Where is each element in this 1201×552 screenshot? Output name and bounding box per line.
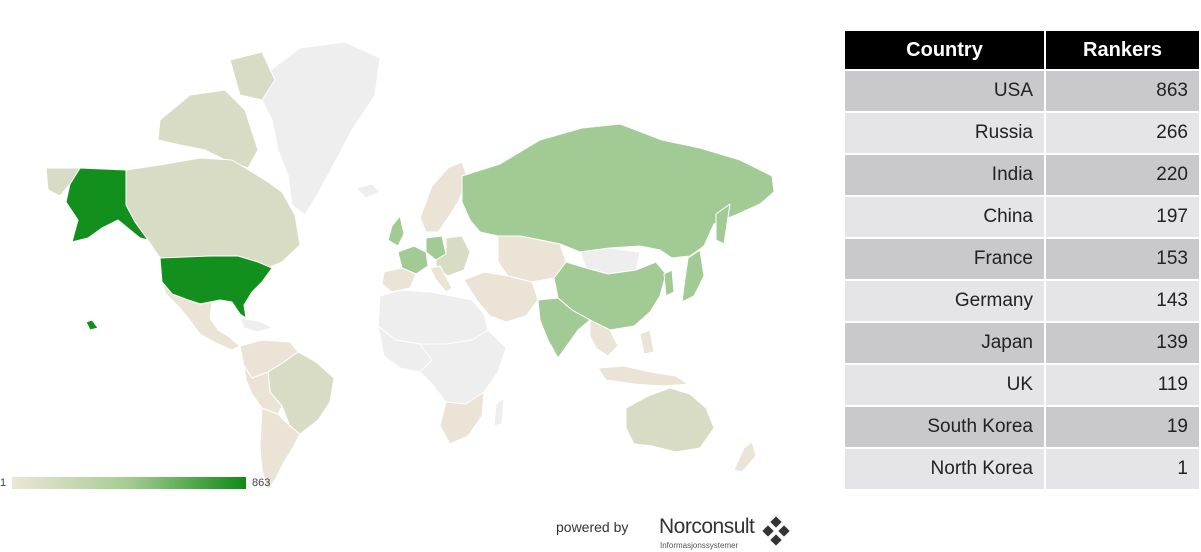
region-central-europe[interactable] — [435, 235, 471, 277]
table-row[interactable]: UK 119 — [845, 363, 1199, 405]
region-new-zealand[interactable] — [733, 441, 757, 473]
cell-rankers: 863 — [1046, 69, 1199, 111]
region-russia-east — [715, 203, 731, 245]
region-alaska[interactable] — [65, 167, 149, 243]
cell-rankers: 119 — [1046, 363, 1199, 405]
norconsult-logo-text[interactable]: Norconsult — [659, 515, 755, 538]
region-italy — [429, 265, 453, 293]
powered-by-label: powered by — [556, 519, 629, 535]
region-middle-east[interactable] — [463, 271, 539, 323]
region-iceland — [355, 183, 381, 199]
table-row[interactable]: France 153 — [845, 237, 1199, 279]
region-korea[interactable] — [663, 269, 675, 297]
cell-rankers: 1 — [1046, 447, 1199, 489]
cell-rankers: 143 — [1046, 279, 1199, 321]
legend-max-label: 863 — [252, 477, 271, 489]
header-country[interactable]: Country — [845, 31, 1046, 69]
region-iberia[interactable] — [381, 267, 417, 293]
cell-country: USA — [845, 69, 1046, 111]
table-row[interactable]: USA 863 — [845, 69, 1199, 111]
diamond-cluster-icon — [762, 516, 790, 546]
header-rankers[interactable]: Rankers — [1046, 31, 1199, 69]
region-mexico[interactable] — [161, 281, 241, 351]
table-row[interactable]: North Korea 1 — [845, 447, 1199, 489]
cell-rankers: 19 — [1046, 405, 1199, 447]
country-ranking-table: Country Rankers USA 863 Russia 266 India 220 C… — [845, 31, 1199, 489]
cell-rankers: 266 — [1046, 111, 1199, 153]
region-greenland[interactable] — [261, 41, 381, 216]
region-uk[interactable] — [387, 215, 405, 247]
legend-gradient-bar — [12, 477, 246, 489]
region-southern-africa[interactable] — [439, 391, 485, 445]
table-row[interactable]: China 197 — [845, 195, 1199, 237]
world-map — [45, 41, 775, 491]
region-caribbean — [239, 317, 273, 333]
table-header-row: Country Rankers — [845, 31, 1199, 69]
region-australia[interactable] — [625, 387, 715, 453]
table-row[interactable]: South Korea 19 — [845, 405, 1199, 447]
cell-country: Russia — [845, 111, 1046, 153]
cell-country: Japan — [845, 321, 1046, 363]
region-india[interactable] — [537, 297, 591, 359]
powered-by-credit: powered by Norconsult Informasjonssystem… — [556, 512, 796, 552]
cell-country: France — [845, 237, 1046, 279]
region-scandinavia[interactable] — [419, 161, 469, 233]
region-philippines — [639, 329, 655, 355]
legend-min-label: 1 — [0, 477, 7, 489]
region-canada-islands[interactable] — [157, 89, 259, 169]
color-legend: 1 863 — [0, 474, 300, 494]
table-row[interactable]: India 220 — [845, 153, 1199, 195]
region-canada[interactable] — [125, 157, 301, 269]
region-baffin[interactable] — [229, 51, 276, 101]
region-alaska-tip — [45, 167, 81, 197]
cell-rankers: 220 — [1046, 153, 1199, 195]
cell-rankers: 139 — [1046, 321, 1199, 363]
table-body: USA 863 Russia 266 India 220 China 197 France 153… — [845, 69, 1199, 489]
region-hawaii — [85, 319, 99, 331]
region-madagascar — [493, 397, 505, 427]
cell-country: North Korea — [845, 447, 1046, 489]
table-row[interactable]: Germany 143 — [845, 279, 1199, 321]
region-peru-bolivia[interactable] — [243, 365, 283, 415]
cell-rankers: 153 — [1046, 237, 1199, 279]
cell-country: UK — [845, 363, 1046, 405]
region-indonesia[interactable] — [597, 365, 689, 387]
region-argentina-chile[interactable] — [259, 407, 301, 491]
cell-country: China — [845, 195, 1046, 237]
region-usa[interactable] — [159, 255, 273, 319]
table-row[interactable]: Japan 139 — [845, 321, 1199, 363]
cell-rankers: 197 — [1046, 195, 1199, 237]
table-row[interactable]: Russia 266 — [845, 111, 1199, 153]
norconsult-division-text: Informasjonssystemer — [660, 541, 739, 550]
region-north-africa[interactable] — [377, 289, 489, 345]
cell-country: Germany — [845, 279, 1046, 321]
region-se-asia[interactable] — [589, 319, 619, 357]
cell-country: India — [845, 153, 1046, 195]
cell-country: South Korea — [845, 405, 1046, 447]
region-japan[interactable] — [681, 249, 705, 303]
